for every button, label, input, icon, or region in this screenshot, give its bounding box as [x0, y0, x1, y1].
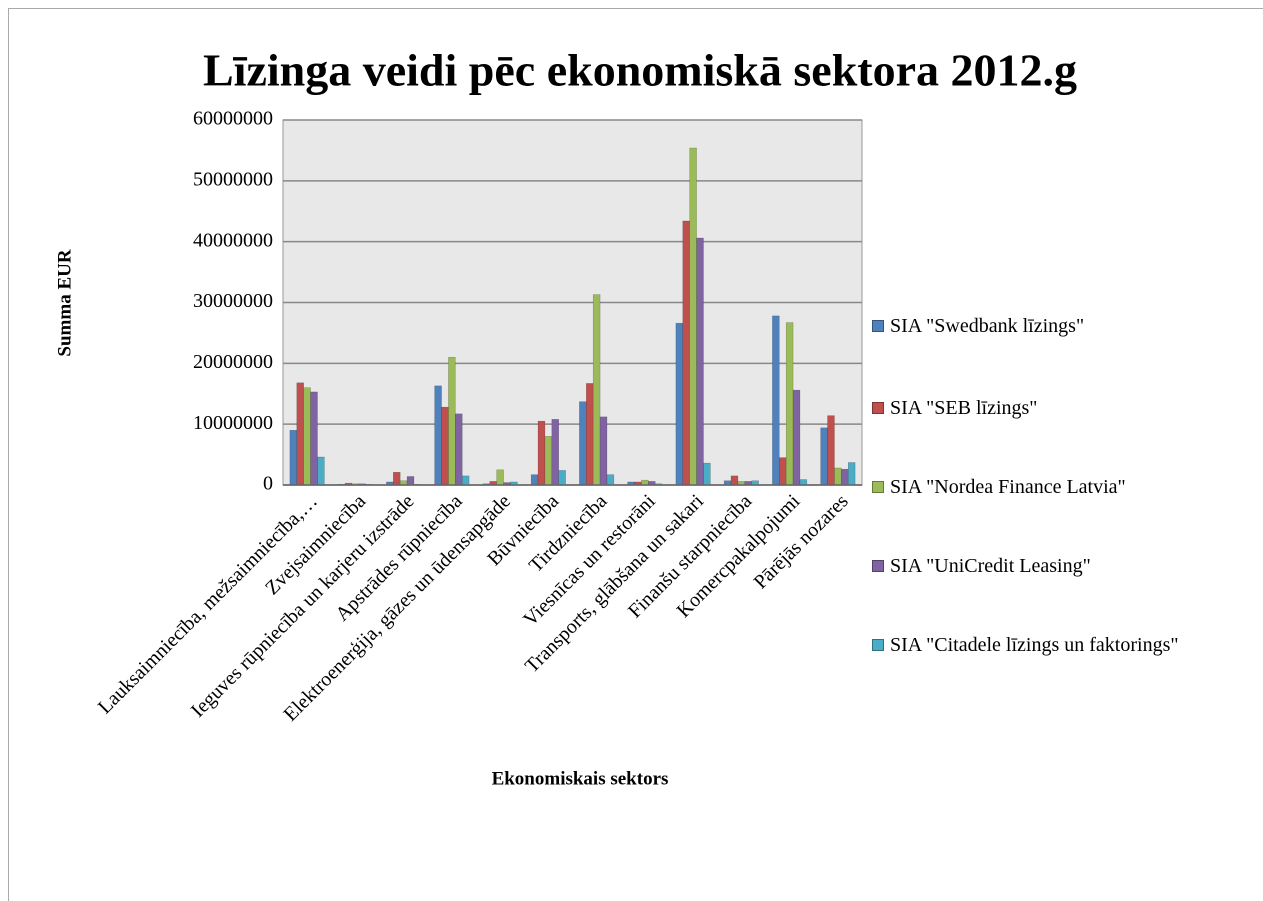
legend-item: SIA "Swedbank līzings": [872, 310, 1252, 342]
legend-label: SIA "Citadele līzings un faktorings": [890, 634, 1179, 656]
bar: [779, 457, 787, 486]
legend-label: SIA "Swedbank līzings": [890, 315, 1085, 337]
legend-swatch: [872, 639, 884, 651]
legend-swatch: [872, 481, 884, 493]
bar: [785, 322, 794, 486]
bar: [599, 416, 608, 486]
bar: [689, 147, 697, 486]
bar: [606, 474, 615, 486]
x-axis-label: Ekonomiskais sektors: [492, 768, 669, 789]
legend-item: SIA "UniCredit Leasing": [872, 550, 1252, 582]
chart-title: Līzinga veidi pēc ekonomiskā sektora 201…: [203, 45, 1077, 96]
bar: [841, 468, 849, 486]
bar: [730, 475, 739, 486]
legend-label: SIA "Nordea Finance Latvia": [890, 476, 1126, 498]
legend-swatch: [872, 320, 884, 332]
bar: [317, 456, 325, 486]
y-tick-label: 10000000: [193, 412, 273, 434]
bar: [441, 406, 449, 486]
y-tick-label: 50000000: [193, 168, 273, 190]
y-tick-label: 60000000: [193, 108, 273, 130]
y-tick-label: 0: [263, 473, 273, 495]
bar: [703, 462, 711, 486]
bar: [544, 436, 553, 486]
bar: [834, 467, 842, 486]
legend-swatch: [872, 560, 884, 572]
y-tick-label: 20000000: [193, 351, 273, 373]
bar: [393, 471, 401, 486]
legend-item: SIA "SEB līzings": [872, 392, 1252, 424]
bar: [296, 382, 304, 486]
bar: [289, 430, 298, 486]
bar: [530, 474, 539, 486]
bar: [496, 469, 504, 486]
y-axis-label: Summa EUR: [54, 249, 75, 356]
legend-item: SIA "Citadele līzings un faktorings": [872, 629, 1252, 661]
bar: [310, 391, 318, 486]
chart-frame: [8, 8, 1263, 901]
bar: [461, 475, 470, 486]
legend-label: SIA "SEB līzings": [890, 397, 1038, 419]
bar: [820, 427, 828, 486]
bar: [434, 385, 442, 486]
legend-label: SIA "UniCredit Leasing": [890, 555, 1091, 577]
y-tick-label: 30000000: [193, 290, 273, 312]
bar: [586, 383, 594, 486]
legend-swatch: [872, 402, 884, 414]
bar: [799, 479, 808, 486]
y-tick-label: 40000000: [193, 229, 273, 251]
bar: [303, 387, 311, 486]
bar: [847, 462, 856, 486]
bar: [696, 237, 704, 486]
bar: [792, 389, 801, 486]
bar: [675, 322, 684, 486]
bar: [772, 315, 780, 486]
bar: [592, 294, 601, 486]
bar: [551, 419, 559, 486]
bar: [537, 420, 546, 486]
bar: [406, 476, 415, 486]
bar: [448, 357, 456, 486]
bar: [455, 413, 463, 486]
bar: [558, 470, 566, 486]
bar: [579, 401, 587, 486]
legend-item: SIA "Nordea Finance Latvia": [872, 471, 1252, 503]
bar: [682, 220, 690, 486]
bar: [827, 415, 835, 486]
